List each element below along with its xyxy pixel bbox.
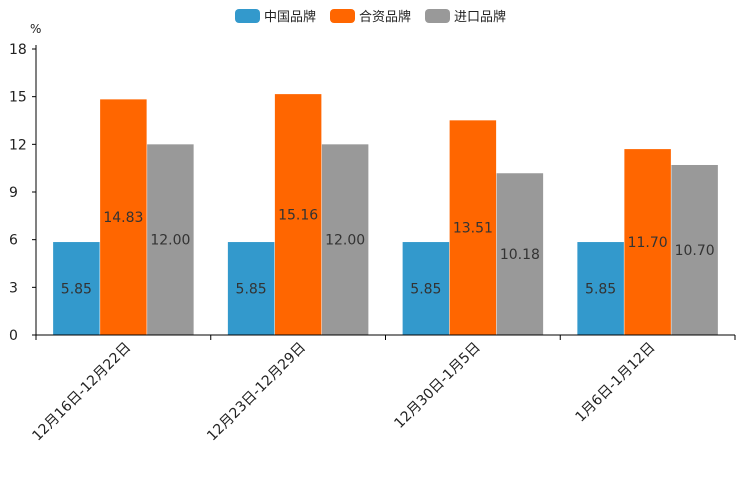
- x-tick-label: 12月30日-1月5日: [391, 340, 483, 432]
- data-label: 13.51: [453, 221, 493, 237]
- bar: [671, 164, 718, 335]
- data-label: 5.85: [410, 282, 441, 298]
- data-label: 12.00: [325, 233, 365, 249]
- legend: 中国品牌 合资品牌 进口品牌: [235, 9, 506, 25]
- y-axis-unit: %: [30, 22, 41, 36]
- data-label: 5.85: [61, 282, 92, 298]
- data-label: 15.16: [278, 208, 318, 224]
- bar: [53, 242, 100, 335]
- bar: [402, 242, 450, 335]
- y-tick-label: 18: [9, 42, 27, 58]
- bar: [227, 242, 275, 335]
- bar: [274, 94, 322, 335]
- bar: [321, 144, 369, 335]
- legend-label: 进口品牌: [454, 9, 506, 25]
- data-label: 5.85: [585, 282, 616, 298]
- data-label: 10.70: [675, 243, 715, 259]
- bars: 5.85 14.83 12.00 5.85 15.16 12.00 5.85 13.51 10.…: [53, 94, 718, 336]
- x-tick-label: 12月23日-12月29日: [204, 340, 309, 445]
- bar: [147, 144, 194, 335]
- x-tick-label: 12月16日-12月22日: [29, 340, 134, 445]
- y-tick-label: 6: [9, 233, 18, 249]
- data-label: 12.00: [150, 233, 190, 249]
- bar: [496, 173, 544, 335]
- y-tick-label: 12: [9, 137, 27, 153]
- legend-label: 合资品牌: [359, 9, 411, 25]
- data-label: 5.85: [236, 282, 267, 298]
- x-tick-label: 1月6日-1月12日: [572, 340, 658, 426]
- bar: [100, 99, 147, 336]
- y-tick-label: 0: [9, 328, 18, 344]
- legend-swatch: [425, 9, 450, 23]
- y-tick-label: 15: [9, 90, 27, 106]
- data-label: 10.18: [500, 247, 540, 263]
- data-label: 11.70: [628, 235, 668, 251]
- bar: [577, 242, 624, 335]
- data-label: 14.83: [103, 210, 143, 226]
- legend-swatch: [330, 9, 355, 23]
- x-axis: 12月16日-12月22日 12月23日-12月29日 12月30日-1月5日 1月6…: [29, 334, 736, 445]
- legend-label: 中国品牌: [264, 9, 316, 25]
- y-tick-label: 9: [9, 185, 18, 201]
- bar: [449, 120, 497, 335]
- y-tick-label: 3: [9, 280, 18, 296]
- y-axis: 0 3 6 9 12 15 18: [9, 42, 37, 344]
- legend-swatch: [235, 9, 260, 23]
- bar: [624, 149, 671, 335]
